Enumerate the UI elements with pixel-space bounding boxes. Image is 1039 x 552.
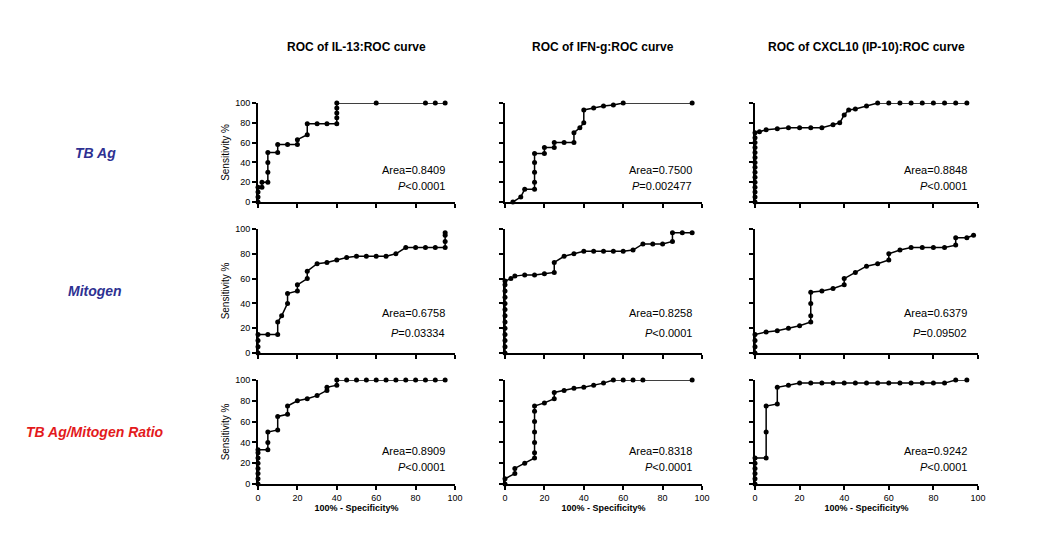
svg-text:60: 60 bbox=[884, 493, 894, 503]
svg-text:0: 0 bbox=[502, 493, 507, 503]
svg-text:40: 40 bbox=[240, 299, 250, 309]
svg-text:P<0.0001: P<0.0001 bbox=[920, 180, 967, 192]
svg-text:100: 100 bbox=[235, 224, 250, 234]
svg-text:Sensitivity %: Sensitivity % bbox=[220, 263, 231, 320]
svg-text:P=0.03334: P=0.03334 bbox=[391, 327, 445, 339]
svg-text:Area=0.8848: Area=0.8848 bbox=[904, 164, 967, 176]
svg-text:Area=0.6758: Area=0.6758 bbox=[382, 307, 445, 319]
svg-text:40: 40 bbox=[579, 493, 589, 503]
svg-text:Mitogen: Mitogen bbox=[68, 283, 122, 299]
svg-text:20: 20 bbox=[240, 323, 250, 333]
svg-text:Sensitivity %: Sensitivity % bbox=[220, 404, 231, 461]
svg-text:ROC of CXCL10 (IP-10):ROC curv: ROC of CXCL10 (IP-10):ROC curve bbox=[768, 40, 965, 54]
svg-text:0: 0 bbox=[752, 493, 757, 503]
svg-text:100: 100 bbox=[447, 493, 462, 503]
svg-text:80: 80 bbox=[411, 493, 421, 503]
svg-text:20: 20 bbox=[795, 493, 805, 503]
svg-text:0: 0 bbox=[255, 493, 260, 503]
svg-text:P<0.0001: P<0.0001 bbox=[645, 327, 692, 339]
svg-text:40: 40 bbox=[332, 493, 342, 503]
svg-text:100: 100 bbox=[970, 493, 985, 503]
svg-text:P<0.0001: P<0.0001 bbox=[398, 180, 445, 192]
svg-text:Area=0.8909: Area=0.8909 bbox=[382, 445, 445, 457]
svg-text:60: 60 bbox=[240, 138, 250, 148]
svg-text:60: 60 bbox=[240, 417, 250, 427]
svg-text:P<0.0001: P<0.0001 bbox=[645, 461, 692, 473]
svg-text:ROC of IFN-g:ROC curve: ROC of IFN-g:ROC curve bbox=[532, 40, 674, 54]
svg-text:TB Ag/Mitogen Ratio: TB Ag/Mitogen Ratio bbox=[26, 424, 164, 440]
svg-text:20: 20 bbox=[292, 493, 302, 503]
svg-text:Area=0.8409: Area=0.8409 bbox=[382, 164, 445, 176]
svg-text:80: 80 bbox=[658, 493, 668, 503]
svg-text:80: 80 bbox=[240, 118, 250, 128]
svg-text:80: 80 bbox=[240, 249, 250, 259]
svg-text:100% - Specificity%: 100% - Specificity% bbox=[314, 503, 398, 513]
svg-text:60: 60 bbox=[240, 274, 250, 284]
svg-text:0: 0 bbox=[245, 197, 250, 207]
svg-text:P<0.0001: P<0.0001 bbox=[398, 461, 445, 473]
svg-text:Sensitivity %: Sensitivity % bbox=[220, 124, 231, 181]
svg-text:100% - Specificity%: 100% - Specificity% bbox=[824, 503, 908, 513]
svg-text:P=0.09502: P=0.09502 bbox=[913, 327, 967, 339]
svg-text:P<0.0001: P<0.0001 bbox=[920, 461, 967, 473]
svg-text:Area=0.7500: Area=0.7500 bbox=[629, 164, 692, 176]
svg-text:TB Ag: TB Ag bbox=[75, 145, 116, 161]
svg-text:Area=0.8318: Area=0.8318 bbox=[629, 445, 692, 457]
svg-text:Area=0.6379: Area=0.6379 bbox=[904, 307, 967, 319]
svg-text:Area=0.9242: Area=0.9242 bbox=[904, 445, 967, 457]
svg-text:60: 60 bbox=[618, 493, 628, 503]
svg-text:P=0.002477: P=0.002477 bbox=[632, 180, 692, 192]
svg-text:20: 20 bbox=[240, 458, 250, 468]
svg-text:40: 40 bbox=[240, 438, 250, 448]
svg-text:Area=0.8258: Area=0.8258 bbox=[629, 307, 692, 319]
svg-text:60: 60 bbox=[371, 493, 381, 503]
svg-text:0: 0 bbox=[245, 348, 250, 358]
svg-text:80: 80 bbox=[240, 396, 250, 406]
svg-text:0: 0 bbox=[245, 479, 250, 489]
svg-text:80: 80 bbox=[928, 493, 938, 503]
svg-text:40: 40 bbox=[839, 493, 849, 503]
svg-text:20: 20 bbox=[240, 177, 250, 187]
svg-text:20: 20 bbox=[539, 493, 549, 503]
svg-text:100: 100 bbox=[694, 493, 709, 503]
svg-text:ROC of IL-13:ROC curve: ROC of IL-13:ROC curve bbox=[287, 40, 426, 54]
svg-text:100: 100 bbox=[235, 375, 250, 385]
svg-text:100: 100 bbox=[235, 98, 250, 108]
svg-text:100% - Specificity%: 100% - Specificity% bbox=[561, 503, 645, 513]
svg-text:40: 40 bbox=[240, 158, 250, 168]
